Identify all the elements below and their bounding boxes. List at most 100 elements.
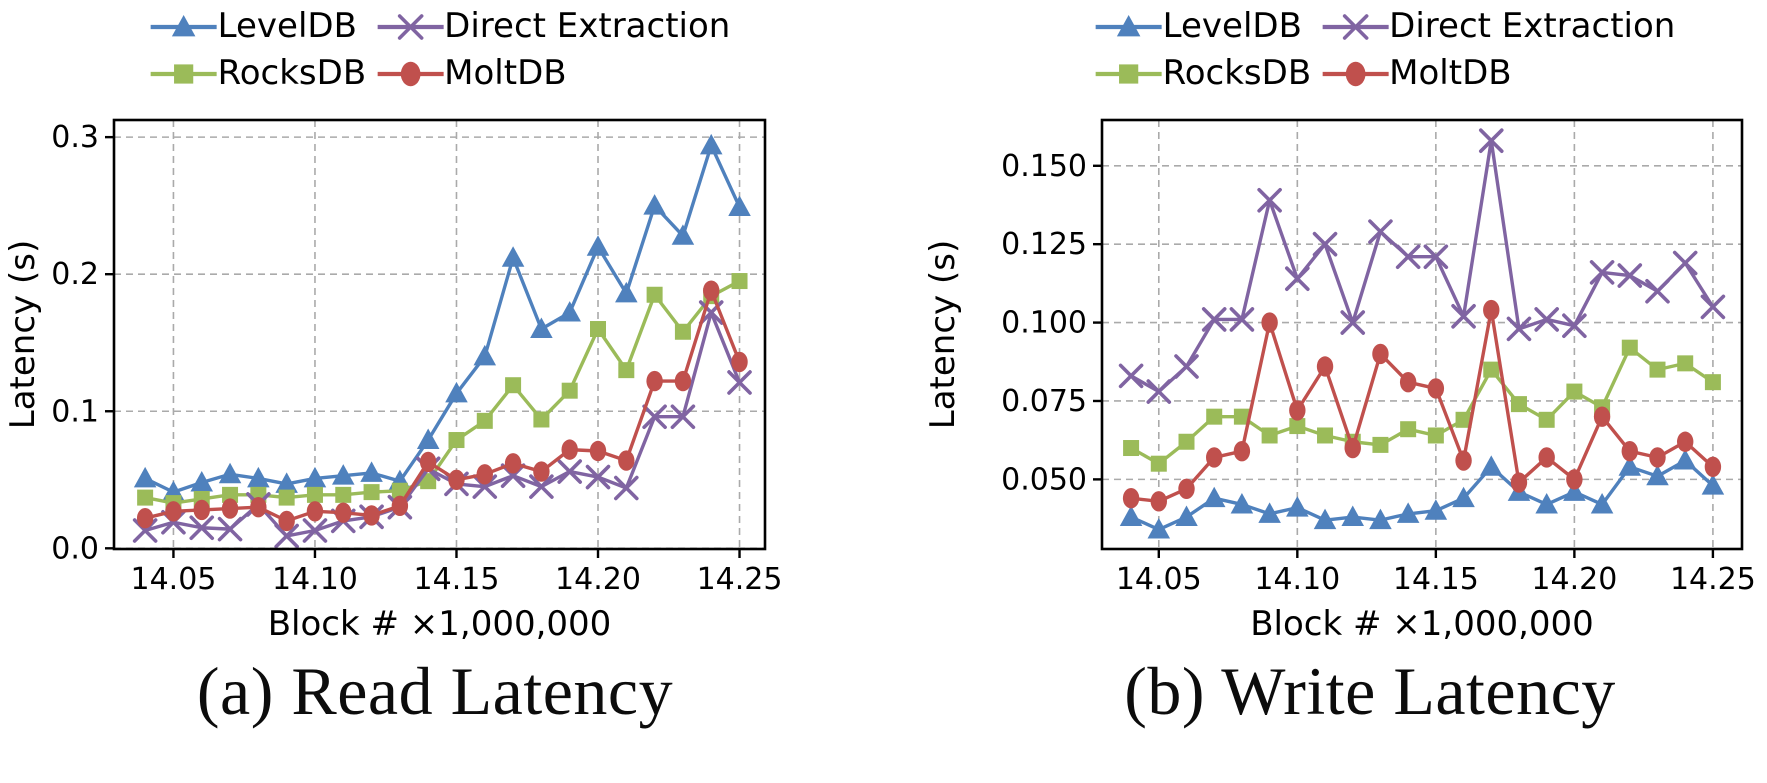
x-marker-icon <box>1506 316 1532 342</box>
circle-marker-icon <box>731 351 748 373</box>
series-line <box>1130 138 1715 394</box>
series-leveldb <box>133 133 751 502</box>
circle-marker-icon <box>1372 343 1389 365</box>
x-tick-label: 14.25 <box>697 562 783 597</box>
triangle-marker-icon <box>416 428 440 450</box>
square-marker-icon <box>1206 408 1223 425</box>
triangle-marker-icon <box>530 317 553 338</box>
square-marker-icon <box>1372 436 1389 453</box>
square-marker-icon <box>1483 361 1500 378</box>
circle-marker-icon <box>1483 299 1500 321</box>
legend-label: LevelDB <box>1162 5 1302 46</box>
square-marker-icon <box>335 486 352 503</box>
circle-marker-icon <box>377 61 444 86</box>
x-marker-icon <box>1451 304 1476 329</box>
x-marker-icon <box>585 464 611 490</box>
read-latency-plot: 14.05 14.10 14.15 14.20 14.25 0.0 0.1 0.2 0.3 Blo… <box>3 118 783 644</box>
x-marker-icon <box>1229 307 1255 332</box>
series-moltdb <box>136 280 748 532</box>
tick-marks <box>105 135 741 558</box>
gridlines <box>114 120 765 550</box>
square-marker-icon <box>674 323 691 340</box>
circle-marker-icon <box>335 502 352 523</box>
series-line <box>144 279 741 505</box>
circle-marker-icon <box>533 461 550 482</box>
x-marker-icon <box>1342 13 1368 40</box>
circle-marker-icon <box>1206 447 1223 468</box>
x-marker-icon <box>1700 294 1726 320</box>
series-line <box>1130 345 1714 466</box>
square-marker-icon <box>278 489 295 506</box>
x-marker-icon <box>397 13 423 40</box>
series-rocksdb <box>137 273 748 512</box>
series-moltdb <box>1122 299 1722 512</box>
square-marker-icon <box>150 63 217 84</box>
x-tick-label: 14.10 <box>272 562 358 597</box>
triangle-marker-icon <box>303 466 327 488</box>
legend-item-rocksdb: RocksDB <box>1095 49 1311 96</box>
circle-marker-icon <box>306 501 324 522</box>
triangle-marker-icon <box>1313 508 1337 530</box>
series-line <box>1130 308 1715 504</box>
x-tick-label: 14.05 <box>1116 562 1202 597</box>
charts-canvas: 14.05 14.10 14.15 14.20 14.25 0.0 0.1 0.2 0.3 Blo… <box>3 118 1756 644</box>
legend-item-leveldb: LevelDB <box>150 2 357 49</box>
triangle-marker-icon <box>1175 505 1198 526</box>
circle-marker-icon <box>703 280 720 301</box>
square-marker-icon <box>1621 339 1638 356</box>
x-marker-icon <box>529 474 554 499</box>
tick-marks <box>1093 164 1715 558</box>
triangle-marker-icon <box>558 301 581 322</box>
x-marker-icon <box>1395 244 1421 270</box>
circle-marker-icon <box>1455 450 1472 471</box>
circle-marker-icon <box>1178 478 1195 499</box>
y-axis-label: Latency (s) <box>3 240 43 429</box>
triangle-marker-icon <box>1119 505 1143 526</box>
x-marker-icon <box>1589 260 1615 285</box>
circle-marker-icon <box>1150 491 1167 512</box>
square-marker-icon <box>448 432 465 449</box>
square-marker-icon <box>731 273 748 290</box>
square-marker-icon <box>391 482 408 499</box>
x-marker-icon <box>1534 307 1559 332</box>
y-tick-label: 0.050 <box>1001 462 1087 497</box>
circle-marker-icon <box>504 453 522 474</box>
square-marker-icon <box>174 63 194 84</box>
caption-write-latency: (b) Write Latency <box>1124 653 1616 729</box>
triangle-marker-icon <box>150 14 217 36</box>
series-leveldb <box>1119 449 1725 539</box>
circle-marker-icon <box>1344 437 1361 459</box>
square-marker-icon <box>1233 408 1250 425</box>
series-line <box>144 310 742 538</box>
circle-marker-icon <box>391 495 409 517</box>
triangle-marker-icon <box>586 235 610 256</box>
square-marker-icon <box>1119 63 1139 84</box>
y-tick-label: 0.1 <box>51 394 99 429</box>
circle-marker-icon <box>1649 447 1666 468</box>
triangle-marker-icon <box>190 471 214 492</box>
series-line <box>144 288 742 523</box>
legend-item-direct-extraction: Direct Extraction <box>376 2 730 49</box>
square-marker-icon <box>1566 383 1583 400</box>
x-marker-icon <box>132 518 158 543</box>
triangle-marker-icon <box>1646 464 1669 486</box>
circle-marker-icon <box>1677 431 1694 452</box>
y-axis-label: Latency (s) <box>923 240 963 429</box>
legend-label: MoltDB <box>1389 52 1512 93</box>
legend-item-moltdb: MoltDB <box>376 49 567 96</box>
triangle-marker-icon <box>615 281 638 303</box>
legend-label: LevelDB <box>217 5 357 46</box>
square-marker-icon <box>1455 411 1472 428</box>
square-marker-icon <box>1677 355 1694 372</box>
circle-marker-icon <box>193 499 210 521</box>
square-marker-icon <box>1178 433 1195 450</box>
square-marker-icon <box>222 486 239 503</box>
plot-border <box>112 118 767 551</box>
circle-marker-icon <box>1566 469 1583 490</box>
caption-read-latency: (a) Read Latency <box>196 653 674 729</box>
x-marker-icon <box>642 404 667 430</box>
square-marker-icon <box>1289 418 1306 435</box>
triangle-marker-icon <box>247 466 270 488</box>
triangle-marker-icon <box>643 194 666 215</box>
x-marker-icon <box>1146 379 1172 404</box>
